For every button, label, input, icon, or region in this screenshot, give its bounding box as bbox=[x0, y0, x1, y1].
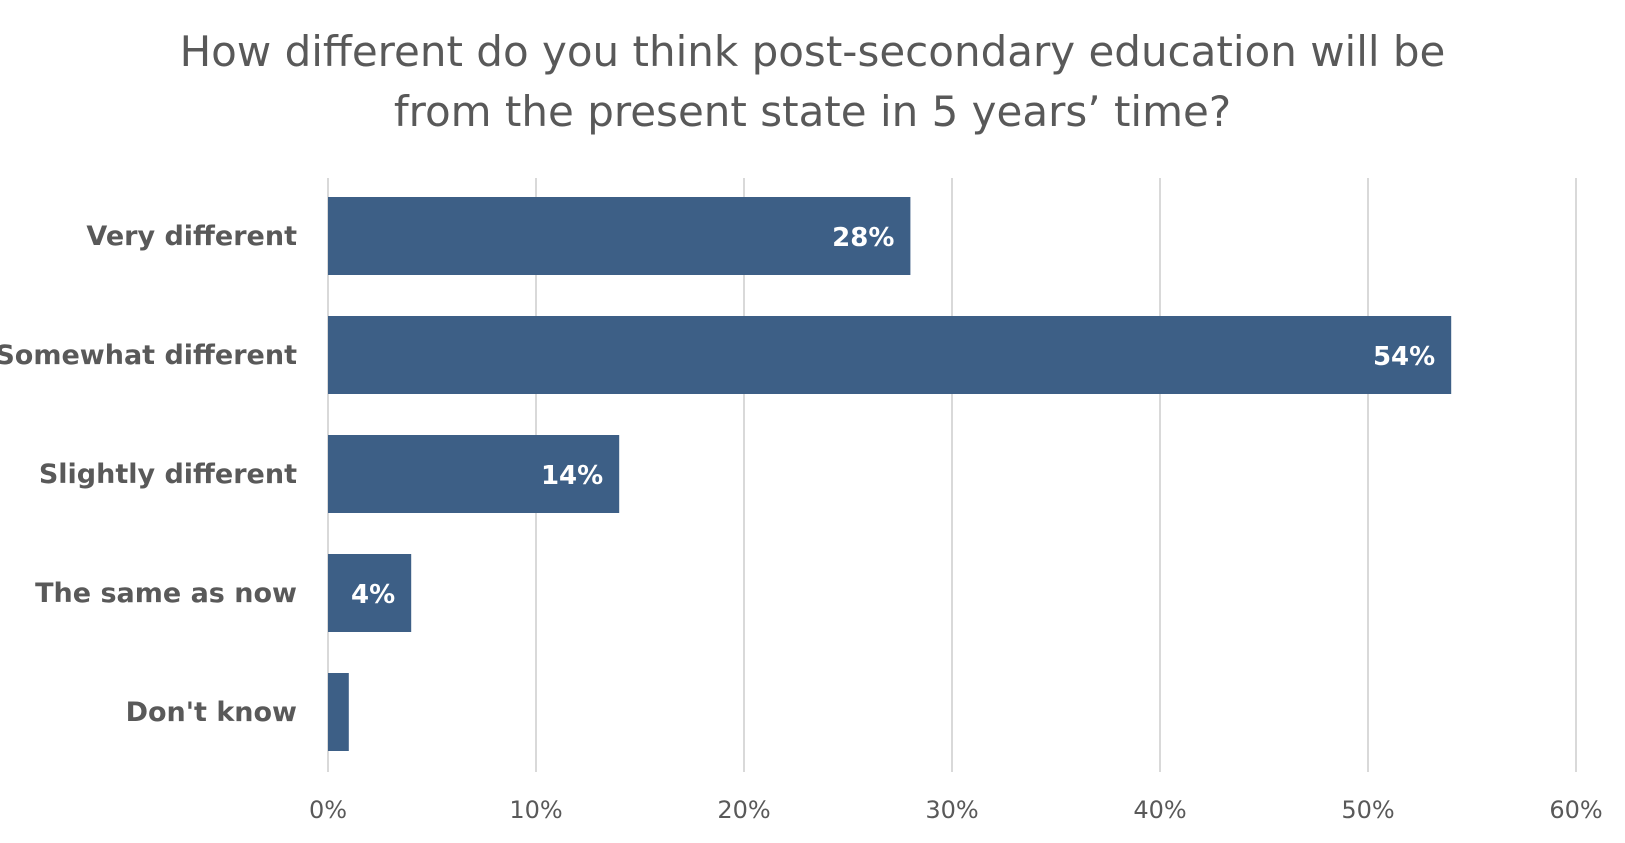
category-label-2: Slightly different bbox=[39, 459, 297, 490]
category-label-3: The same as now bbox=[35, 578, 297, 609]
data-label-0: 28% bbox=[832, 223, 894, 253]
bar-2 bbox=[328, 435, 620, 513]
x-tick-label-0: 0% bbox=[309, 796, 347, 824]
x-tick-label-1: 10% bbox=[509, 796, 562, 824]
category-label-0: Very different bbox=[86, 221, 297, 252]
category-label-1: Somewhat different bbox=[0, 340, 297, 371]
data-label-2: 14% bbox=[541, 461, 603, 491]
data-label-1: 54% bbox=[1373, 342, 1435, 372]
x-tick-label-4: 40% bbox=[1133, 796, 1186, 824]
x-tick-label-5: 50% bbox=[1341, 796, 1394, 824]
x-tick-label-6: 60% bbox=[1549, 796, 1602, 824]
chart-title-line-2: from the present state in 5 years’ time? bbox=[393, 87, 1232, 136]
data-label-3: 4% bbox=[351, 580, 395, 610]
x-tick-label-2: 20% bbox=[717, 796, 770, 824]
x-tick-label-3: 30% bbox=[925, 796, 978, 824]
chart-title-line-1: How different do you think post-secondar… bbox=[179, 27, 1446, 76]
bar-1 bbox=[328, 316, 1452, 394]
chart-title: How different do you think post-secondar… bbox=[0, 22, 1625, 142]
bar-0 bbox=[328, 197, 911, 275]
bar-4 bbox=[328, 673, 349, 751]
bar-3 bbox=[328, 554, 412, 632]
category-label-4: Don't know bbox=[126, 697, 297, 728]
